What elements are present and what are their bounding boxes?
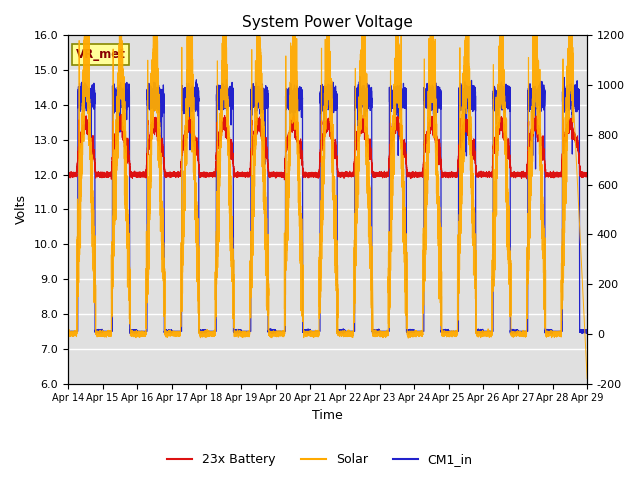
- Y-axis label: Volts: Volts: [15, 194, 28, 225]
- Legend: 23x Battery, Solar, CM1_in: 23x Battery, Solar, CM1_in: [163, 448, 477, 471]
- Text: VR_met: VR_met: [76, 48, 125, 61]
- X-axis label: Time: Time: [312, 409, 343, 422]
- Title: System Power Voltage: System Power Voltage: [242, 15, 413, 30]
